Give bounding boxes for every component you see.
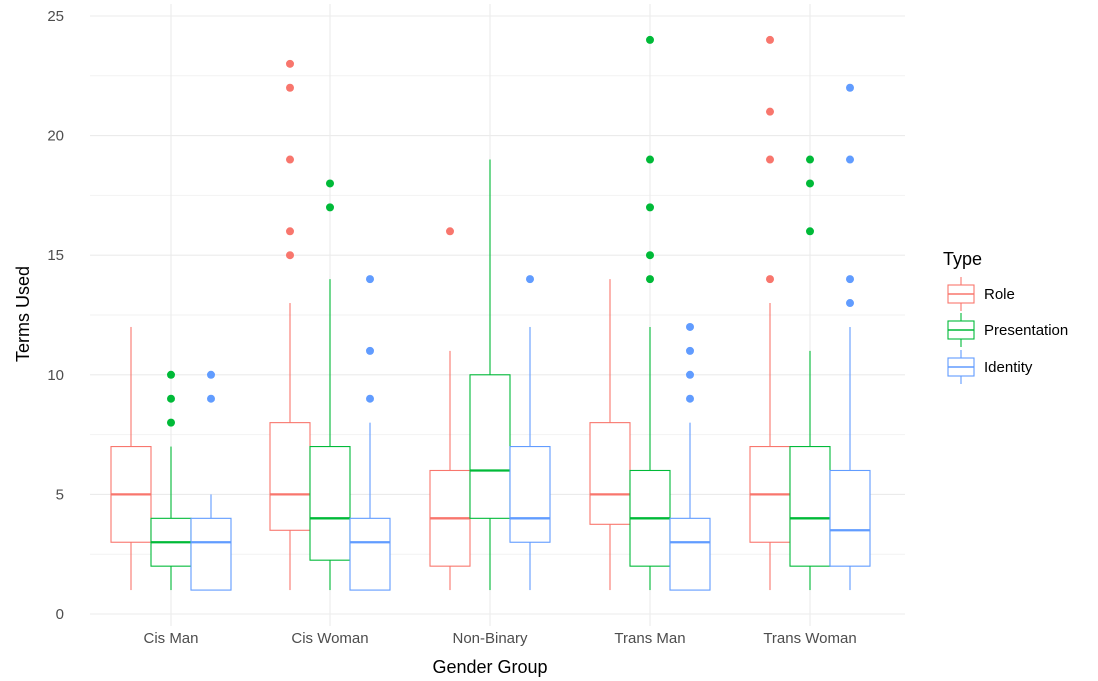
legend-title: Type xyxy=(943,249,982,269)
y-tick-labels: 0 5 10 15 20 25 xyxy=(47,8,64,623)
legend-key xyxy=(947,313,975,347)
box-role xyxy=(269,59,311,591)
outlier-point xyxy=(646,155,654,164)
y-axis-title: Terms Used xyxy=(13,266,33,362)
outlier-point xyxy=(846,83,854,92)
outlier-point xyxy=(366,394,374,403)
box-identity xyxy=(669,322,711,591)
y-tick-label: 10 xyxy=(47,367,64,384)
outlier-point xyxy=(167,418,175,427)
legend-label: Presentation xyxy=(984,322,1068,339)
box-body xyxy=(789,446,831,567)
box-body xyxy=(349,517,391,591)
y-tick-label: 20 xyxy=(47,128,64,145)
outlier-point xyxy=(167,370,175,379)
outlier-point xyxy=(686,346,694,355)
legend-label: Identity xyxy=(984,359,1033,376)
outlier-point xyxy=(366,275,374,284)
box-presentation xyxy=(789,155,831,591)
outlier-point xyxy=(806,179,814,188)
outlier-point xyxy=(646,251,654,260)
outlier-point xyxy=(207,370,215,379)
outlier-point xyxy=(686,322,694,331)
box-body xyxy=(190,517,232,591)
box-body xyxy=(309,446,351,561)
x-tick-label: Non-Binary xyxy=(452,630,528,647)
outlier-point xyxy=(766,107,774,116)
outlier-point xyxy=(846,299,854,308)
outlier-point xyxy=(286,155,294,164)
x-tick-label: Cis Woman xyxy=(291,630,368,647)
box-presentation xyxy=(629,35,671,591)
x-tick-label: Trans Man xyxy=(614,630,685,647)
y-tick-label: 25 xyxy=(47,8,64,25)
x-tick-labels: Cis Man Cis Woman Non-Binary Trans Man Trans… xyxy=(143,630,856,647)
box-series xyxy=(110,35,871,591)
outlier-point xyxy=(686,394,694,403)
outlier-point xyxy=(846,155,854,164)
outlier-point xyxy=(806,155,814,164)
y-tick-label: 0 xyxy=(56,606,64,623)
box-role xyxy=(110,326,152,591)
box-identity xyxy=(829,83,871,591)
box-body xyxy=(589,422,631,525)
x-tick-label: Cis Man xyxy=(143,630,198,647)
outlier-point xyxy=(686,370,694,379)
box-identity xyxy=(349,275,391,591)
outlier-point xyxy=(366,346,374,355)
outlier-point xyxy=(167,394,175,403)
outlier-point xyxy=(846,275,854,284)
outlier-point xyxy=(286,83,294,92)
x-tick-label: Trans Woman xyxy=(763,630,856,647)
legend-item-identity: Identity xyxy=(947,350,1033,384)
legend-key xyxy=(947,350,975,384)
box-body xyxy=(469,374,511,519)
box-role xyxy=(589,279,631,591)
box-presentation xyxy=(150,370,192,591)
series-role xyxy=(110,35,791,591)
legend: Type Role Presentation Identity xyxy=(943,249,1068,384)
outlier-point xyxy=(646,35,654,44)
y-tick-label: 15 xyxy=(47,247,64,264)
box-body xyxy=(509,446,551,543)
series-presentation xyxy=(150,35,831,591)
legend-label: Role xyxy=(984,286,1015,303)
outlier-point xyxy=(446,227,454,236)
box-role xyxy=(749,35,791,591)
outlier-point xyxy=(646,275,654,284)
legend-item-presentation: Presentation xyxy=(947,313,1068,347)
box-body xyxy=(669,517,711,591)
x-axis-title: Gender Group xyxy=(432,657,547,677)
box-presentation xyxy=(469,159,511,591)
outlier-point xyxy=(806,227,814,236)
outlier-point xyxy=(207,394,215,403)
y-tick-label: 5 xyxy=(56,486,64,503)
box-body xyxy=(829,469,871,567)
box-presentation xyxy=(309,179,351,591)
box-identity xyxy=(509,275,551,591)
outlier-point xyxy=(766,35,774,44)
outlier-point xyxy=(766,275,774,284)
outlier-point xyxy=(286,59,294,68)
legend-item-role: Role xyxy=(947,277,1015,311)
box-role xyxy=(429,227,471,591)
outlier-point xyxy=(526,275,534,284)
outlier-point xyxy=(326,203,334,212)
series-identity xyxy=(190,83,871,591)
outlier-point xyxy=(286,227,294,236)
outlier-point xyxy=(326,179,334,188)
box-identity xyxy=(190,370,232,591)
outlier-point xyxy=(766,155,774,164)
outlier-point xyxy=(286,251,294,260)
box-body xyxy=(269,422,311,531)
legend-key xyxy=(947,277,975,311)
outlier-point xyxy=(646,203,654,212)
